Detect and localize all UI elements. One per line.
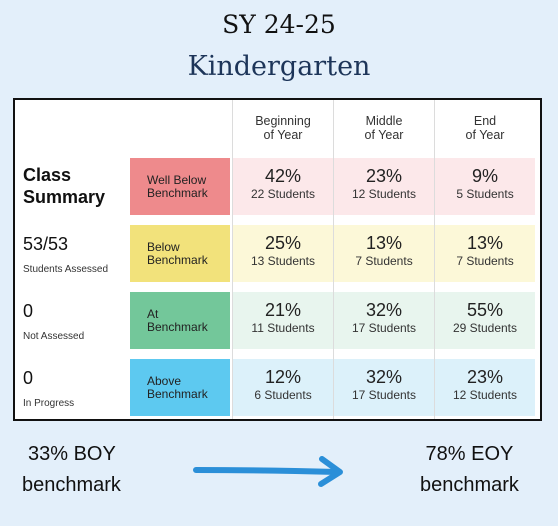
cell-percent: 32% (365, 367, 403, 387)
cell-student-count: 6 Students (254, 388, 312, 402)
cell-percent: 32% (365, 300, 403, 320)
category-above-benchmark: Above Benchmark (130, 359, 230, 416)
in-progress-label: In Progress (23, 398, 75, 409)
cell-at-eoy: 55% 29 Students (435, 292, 535, 349)
boy-summary-line: benchmark (22, 474, 121, 496)
cell-student-count: 12 Students (452, 388, 518, 402)
cell-percent: 9% (471, 166, 498, 186)
cell-at-boy: 21% 11 Students (233, 292, 333, 349)
cell-student-count: 7 Students (355, 254, 413, 268)
cell-student-count: 17 Students (351, 388, 417, 402)
cell-well-below-boy: 42% 22 Students (233, 158, 333, 215)
not-assessed-label: Not Assessed (23, 331, 85, 342)
category-label-line: At (147, 306, 159, 321)
category-at-benchmark: At Benchmark (130, 292, 230, 349)
cell-student-count: 22 Students (250, 187, 316, 201)
cell-percent: 21% (264, 300, 302, 320)
cell-student-count: 12 Students (351, 187, 417, 201)
cell-above-moy: 32% 17 Students (334, 359, 434, 416)
column-header-moy: Middle of Year (334, 114, 434, 142)
cell-percent: 13% (365, 233, 403, 253)
cell-percent: 13% (466, 233, 504, 253)
boy-summary: 33% BOY benchmark (22, 441, 121, 499)
grade-title: Kindergarten (187, 51, 371, 82)
eoy-summary-line: benchmark (420, 474, 519, 496)
students-assessed-value: 53/53 (23, 234, 69, 254)
category-label-line: Above (147, 373, 182, 388)
class-summary-title-line: Class (23, 165, 72, 185)
category-label-line: Below (147, 239, 180, 254)
cell-below-boy: 25% 13 Students (233, 225, 333, 282)
column-header-eoy: End of Year (435, 114, 535, 142)
eoy-summary-line: 78% EOY (425, 443, 514, 465)
category-label-line: Benchmark (147, 185, 208, 200)
category-label-line: Well Below (147, 172, 207, 187)
students-assessed-label: Students Assessed (23, 264, 109, 275)
cell-well-below-eoy: 9% 5 Students (435, 158, 535, 215)
cell-percent: 55% (466, 300, 504, 320)
cell-percent: 23% (466, 367, 504, 387)
cell-student-count: 29 Students (452, 321, 518, 335)
column-header-line: End (473, 114, 497, 128)
cell-student-count: 7 Students (456, 254, 514, 268)
column-header-line: of Year (364, 128, 404, 142)
boy-summary-line: 33% BOY (28, 443, 116, 465)
cell-percent: 25% (264, 233, 302, 253)
cell-below-eoy: 13% 7 Students (435, 225, 535, 282)
cell-well-below-moy: 23% 12 Students (334, 158, 434, 215)
category-below-benchmark: Below Benchmark (130, 225, 230, 282)
cell-above-boy: 12% 6 Students (233, 359, 333, 416)
cell-student-count: 17 Students (351, 321, 417, 335)
cell-below-moy: 13% 7 Students (334, 225, 434, 282)
column-header-line: of Year (263, 128, 303, 142)
school-year-title: SY 24-25 (222, 10, 336, 39)
column-header-line: of Year (465, 128, 505, 142)
category-label-line: Benchmark (147, 319, 208, 334)
in-progress-value: 0 (23, 368, 34, 388)
arrow-right-icon (193, 456, 343, 487)
cell-percent: 42% (264, 166, 302, 186)
cell-student-count: 5 Students (456, 187, 514, 201)
category-label-line: Benchmark (147, 386, 208, 401)
class-summary-title: Class Summary (23, 164, 105, 208)
not-assessed-value: 0 (23, 301, 34, 321)
cell-student-count: 13 Students (250, 254, 316, 268)
column-divider (333, 100, 334, 419)
cell-student-count: 11 Students (251, 321, 315, 335)
column-divider (434, 100, 435, 419)
cell-percent: 12% (264, 367, 302, 387)
eoy-summary: 78% EOY benchmark (420, 441, 519, 499)
category-well-below-benchmark: Well Below Benchmark (130, 158, 230, 215)
column-divider (232, 100, 233, 419)
category-label-line: Benchmark (147, 252, 208, 267)
column-header-line: Middle (365, 114, 403, 128)
class-summary-title-line: Summary (23, 187, 106, 207)
class-summary-panel: Beginning of Year Middle of Year End of … (13, 98, 542, 421)
cell-percent: 23% (365, 166, 403, 186)
cell-above-eoy: 23% 12 Students (435, 359, 535, 416)
column-header-line: Beginning (255, 114, 311, 128)
cell-at-moy: 32% 17 Students (334, 292, 434, 349)
column-header-boy: Beginning of Year (233, 114, 333, 142)
